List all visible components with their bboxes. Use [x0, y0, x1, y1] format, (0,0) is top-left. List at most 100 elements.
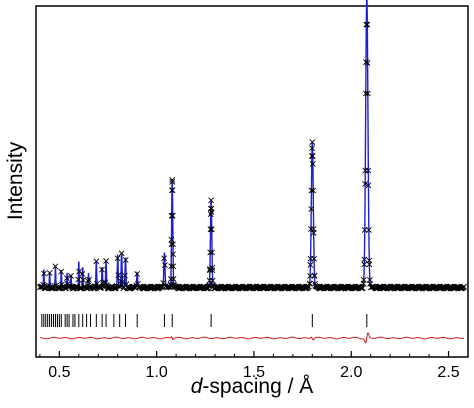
observed-point [461, 283, 467, 290]
observed-data-points [36, 21, 467, 292]
observed-point [170, 281, 177, 288]
observed-point [162, 262, 168, 269]
observed-point [115, 272, 122, 279]
calculated-profile-line [39, 0, 465, 289]
observed-point [85, 278, 92, 285]
observed-point [121, 272, 128, 279]
observed-point [63, 275, 70, 281]
y-axis-title: Intensity [4, 141, 27, 220]
observed-point [308, 206, 315, 212]
observed-point [365, 227, 372, 233]
observed-point [114, 255, 121, 262]
observed-point [361, 256, 368, 263]
observed-point [99, 266, 105, 273]
observed-point [364, 90, 371, 97]
observed-point [169, 187, 176, 194]
observed-point [168, 212, 175, 219]
observed-point [362, 181, 369, 187]
observed-point [118, 250, 125, 257]
observed-point [207, 226, 214, 233]
observed-point [208, 226, 215, 233]
observed-point [310, 226, 317, 232]
observed-point [359, 285, 366, 292]
observed-point [68, 272, 74, 279]
x-tick-label: 1.0 [146, 364, 168, 381]
observed-point [208, 197, 215, 204]
observed-point [206, 267, 213, 274]
observed-point [209, 267, 216, 274]
observed-point [58, 268, 65, 275]
observed-point [207, 249, 214, 256]
observed-point [365, 167, 372, 174]
observed-point [55, 285, 62, 292]
observed-point [209, 277, 216, 284]
data-layer [36, 0, 467, 344]
observed-point [134, 271, 141, 277]
observed-point [308, 226, 314, 232]
x-tick-label: 1.5 [243, 364, 265, 381]
observed-point [112, 285, 119, 292]
x-tick-label: 0.5 [48, 364, 70, 381]
x-tick-label: 2.5 [437, 364, 459, 381]
difference-curve [39, 332, 465, 344]
observed-point [102, 279, 109, 286]
observed-point [170, 251, 177, 258]
observed-point [77, 285, 83, 292]
observed-point [309, 153, 316, 159]
observed-point [41, 270, 47, 277]
observed-point [103, 282, 110, 288]
observed-point [169, 212, 176, 219]
x-axis-title: d-spacing / Å [191, 375, 314, 398]
observed-point [168, 236, 175, 243]
observed-point [161, 255, 168, 262]
observed-point [103, 258, 110, 264]
observed-point [311, 273, 318, 279]
observed-point [361, 261, 368, 268]
x-axis-title-variable: d [191, 375, 204, 398]
observed-point [169, 176, 176, 183]
observed-point [312, 280, 318, 287]
observed-point [93, 258, 100, 265]
observed-point [168, 241, 175, 248]
observed-point [311, 255, 318, 262]
observed-point [366, 277, 373, 283]
observed-point [309, 139, 316, 145]
observed-point [75, 276, 82, 283]
observed-point [365, 182, 372, 189]
observed-point [170, 276, 177, 282]
observed-point [208, 205, 215, 212]
observed-point [46, 270, 53, 276]
observed-point [119, 279, 126, 285]
observed-point [170, 263, 177, 270]
observed-point [308, 187, 315, 194]
observed-point [167, 276, 174, 282]
observed-point [168, 263, 175, 270]
observed-point [209, 249, 215, 256]
observed-point [363, 21, 370, 28]
observed-point [364, 21, 371, 28]
observed-point [52, 263, 59, 270]
observed-point [364, 60, 371, 66]
observed-point [307, 273, 314, 279]
observed-point [309, 160, 316, 167]
observed-point [362, 90, 369, 97]
observed-point [169, 178, 176, 185]
observed-point [310, 187, 317, 194]
observed-point [308, 153, 315, 159]
observed-point [306, 280, 313, 287]
observed-point [363, 59, 369, 66]
observed-point [360, 277, 367, 283]
observed-point [86, 276, 92, 283]
observed-point [76, 268, 83, 275]
x-tick-label: 2.0 [340, 364, 362, 381]
observed-point [170, 241, 176, 248]
observed-point [366, 261, 373, 268]
plot-frame [35, 5, 469, 358]
x-axis-ticks: 0.5 1.0 1.5 2.0 2.5 [39, 351, 469, 381]
observed-point [80, 277, 87, 283]
observed-point [309, 145, 315, 152]
observed-point [79, 270, 86, 277]
reflection-tick-marks [41, 314, 368, 327]
observed-point [157, 283, 164, 290]
